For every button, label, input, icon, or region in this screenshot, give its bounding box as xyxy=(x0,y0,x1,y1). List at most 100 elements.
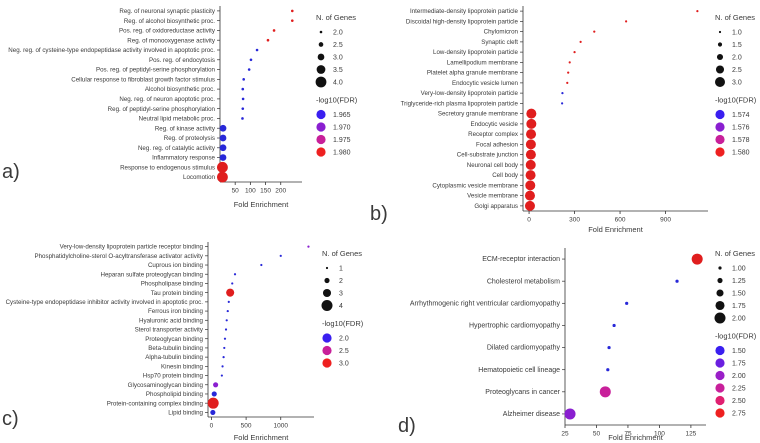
data-point xyxy=(696,10,699,13)
category-label: Inflammatory response xyxy=(152,155,215,162)
color-legend-label: 1.576 xyxy=(732,125,750,132)
size-legend-key xyxy=(317,53,325,61)
data-point xyxy=(224,328,228,331)
size-legend-key xyxy=(324,277,330,284)
category-label: Kinesin binding xyxy=(161,363,204,370)
category-label: Neuronal cell body xyxy=(467,162,519,169)
category-label: Neg. reg. of neuron apoptotic proc. xyxy=(119,96,215,103)
category-label: Sterol transporter activity xyxy=(135,327,204,334)
category-label: Protein-containing complex binding xyxy=(107,400,204,407)
color-legend-key xyxy=(715,383,725,393)
panel-label: b) xyxy=(370,203,388,225)
size-legend-label: 2 xyxy=(339,278,343,285)
x-axis-title: Fold Enrichment xyxy=(608,433,664,442)
size-legend-key xyxy=(715,300,725,311)
color-legend-key xyxy=(316,147,326,157)
category-label: Cuprous ion binding xyxy=(148,262,204,269)
color-legend-key xyxy=(715,395,725,406)
data-point xyxy=(272,29,276,32)
data-point xyxy=(247,68,251,71)
category-label: Cellular response to fibroblast growth f… xyxy=(71,76,215,83)
data-point xyxy=(675,279,679,283)
data-point xyxy=(525,139,536,150)
category-label: Phospholipid binding xyxy=(146,391,204,398)
category-label: Very-low-density lipoprotein particle xyxy=(421,90,519,97)
category-label: Phosphatidylcholine-sterol O-acyltransfe… xyxy=(34,253,203,260)
size-legend-label: 3 xyxy=(339,291,343,298)
data-point xyxy=(220,374,223,377)
size-legend-label: 1.0 xyxy=(732,30,742,37)
category-label: Cell-substrate junction xyxy=(457,152,519,159)
x-axis-title: Fold Enrichment xyxy=(234,200,290,209)
size-legend-label: 1.00 xyxy=(732,266,746,273)
size-legend-label: 3.5 xyxy=(333,67,343,74)
data-point xyxy=(561,102,564,105)
color-legend-label: 1.50 xyxy=(732,348,746,355)
data-point xyxy=(606,368,610,372)
category-label: Reg. of kinase activity xyxy=(155,125,216,132)
x-axis-title: Fold Enrichment xyxy=(588,225,644,234)
category-label: Platelet alpha granule membrane xyxy=(427,70,519,77)
data-point xyxy=(211,391,217,397)
category-label: Ferrous iron binding xyxy=(148,308,204,315)
color-legend-title: -log10(FDR) xyxy=(715,96,757,105)
data-point xyxy=(210,409,216,415)
category-label: Alcohol biosynthetic proc. xyxy=(145,86,215,93)
data-point xyxy=(249,58,253,62)
size-legend-label: 2.00 xyxy=(732,316,746,323)
size-legend-label: 1.50 xyxy=(732,291,746,298)
size-legend-label: 2.5 xyxy=(333,42,343,49)
size-legend-label: 4 xyxy=(339,303,343,310)
category-label: Neutral lipid metabolic proc. xyxy=(139,116,216,123)
panel-label: c) xyxy=(2,408,19,430)
category-label: Vesicle membrane xyxy=(467,193,518,200)
size-legend-label: 1.75 xyxy=(732,303,746,310)
category-label: Very-low-density lipoprotein particle re… xyxy=(60,244,204,251)
data-point xyxy=(221,365,224,368)
color-legend-label: 1.970 xyxy=(333,125,351,132)
category-label: Hematopoietic cell lineage xyxy=(478,367,560,374)
data-point xyxy=(561,92,564,95)
color-legend-title: -log10(FDR) xyxy=(316,96,358,105)
x-tick-label: 100 xyxy=(654,431,665,438)
panel-b: 0 300 600 900 Fold Enrichment Intermediate-de… xyxy=(370,6,757,234)
color-legend-key xyxy=(715,122,725,132)
data-point xyxy=(526,118,537,129)
panel-c: 0 500 1000 Fold Enrichment Very-low-density … xyxy=(2,242,364,442)
size-legend-title: N. of Genes xyxy=(715,13,755,22)
data-point xyxy=(525,170,536,181)
category-label: Endocytic vesicle xyxy=(471,121,519,128)
color-legend-key xyxy=(715,147,725,157)
data-point xyxy=(219,134,227,142)
x-tick-label: 500 xyxy=(241,423,252,430)
x-axis-title: Fold Enrichment xyxy=(234,433,290,442)
color-legend-title: -log10(FDR) xyxy=(715,332,757,341)
data-point xyxy=(524,200,535,211)
panel-d: 25 50 75 100 125 Fold Enrichment ECM-receptor … xyxy=(398,248,757,442)
size-legend-label: 4.0 xyxy=(333,80,343,87)
x-tick-label: 50 xyxy=(593,431,601,438)
data-point xyxy=(222,356,225,359)
size-legend-label: 1.5 xyxy=(732,42,742,49)
category-label: Cysteine-type endopeptidase inhibitor ac… xyxy=(6,299,204,306)
data-point xyxy=(225,319,228,322)
size-legend-key xyxy=(717,277,723,284)
category-label: Phospholipase binding xyxy=(141,281,204,288)
category-label: Reg. of peptidyl-serine phosphorylation xyxy=(108,106,216,113)
size-legend-key xyxy=(717,42,723,47)
x-tick-label: 0 xyxy=(527,217,531,224)
data-point xyxy=(567,71,570,74)
x-tick-label: 75 xyxy=(624,431,632,438)
size-legend-key xyxy=(325,266,329,270)
data-point xyxy=(241,87,245,91)
category-label: Pos. reg. of endocytosis xyxy=(149,57,215,64)
size-legend-key xyxy=(316,65,326,74)
category-label: Discoidal high-density lipoprotein parti… xyxy=(406,18,519,25)
category-label: Reg. of neuronal synaptic plasticity xyxy=(119,8,216,15)
color-legend-label: 1.580 xyxy=(732,150,750,157)
data-point xyxy=(266,38,270,42)
size-legend-key xyxy=(322,288,332,298)
size-legend-key xyxy=(715,77,725,87)
data-point xyxy=(226,309,229,313)
